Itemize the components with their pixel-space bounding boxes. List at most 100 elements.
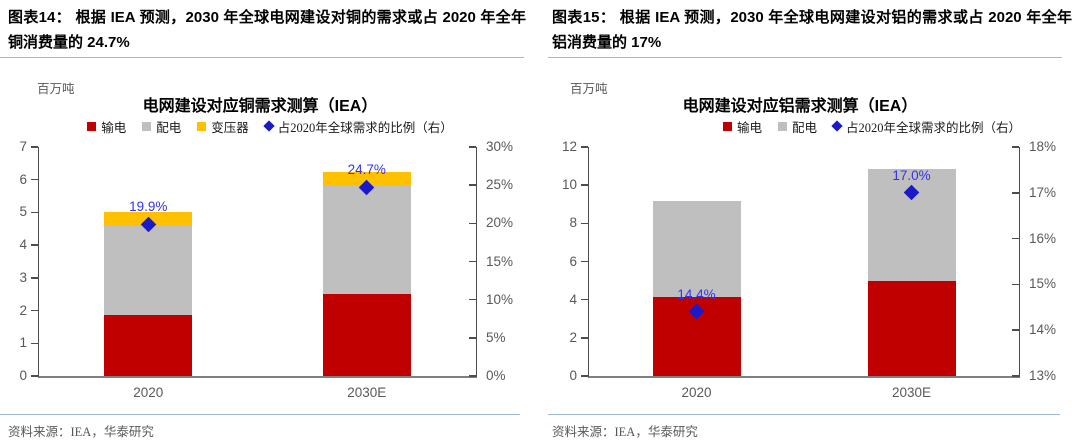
left-axis-tick	[30, 277, 38, 279]
legend-label: 输电	[736, 120, 762, 135]
legend-item: 占2020年全球需求的比例（右）	[831, 117, 1022, 136]
category-label: 2020	[133, 385, 164, 400]
left-axis-tick	[30, 244, 38, 246]
left-axis-tick-label: 5	[19, 204, 27, 220]
right-axis-tick-label: 5%	[486, 329, 506, 345]
caption-divider	[548, 57, 1062, 59]
left-axis-tick-label: 12	[561, 139, 577, 154]
square-legend-marker	[722, 121, 732, 131]
scatter-point-label: 17.0%	[892, 167, 931, 183]
left-axis-tick-label: 0	[569, 368, 577, 383]
left-axis-tick	[580, 337, 588, 339]
right-axis-tick	[469, 337, 476, 339]
square-legend-marker	[777, 121, 787, 131]
left-axis-tick-label: 4	[569, 291, 577, 307]
left-axis-tick	[580, 222, 588, 225]
right-axis-tick-label: 16%	[1029, 230, 1057, 246]
square-legend-marker	[197, 121, 207, 131]
source-divider	[548, 414, 1060, 416]
chart-title: 电网建设对应铝需求测算（IEA）	[682, 98, 918, 115]
bar-segment	[867, 280, 956, 376]
right-axis-tick	[469, 260, 476, 263]
left-axis-tick	[30, 309, 38, 312]
legend-item: 占2020年全球需求的比例（右）	[263, 117, 453, 136]
left-axis-tick	[30, 375, 38, 377]
right-axis-tick-label: 10%	[486, 291, 514, 307]
right-axis-tick-label: 20%	[486, 215, 514, 231]
scatter-point-label: 19.9%	[129, 199, 168, 215]
left-axis-tick	[580, 298, 588, 301]
legend-item: 变压器	[197, 117, 249, 136]
left-axis-tick	[580, 146, 588, 148]
right-axis-tick-label: 25%	[486, 177, 514, 193]
source-note: 资料来源：IEA，华泰研究	[8, 425, 154, 439]
caption-divider	[0, 57, 524, 59]
right-axis-tick-label: 30%	[486, 139, 514, 154]
source-note: 资料来源：IEA，华泰研究	[552, 425, 698, 439]
legend-item: 输电	[87, 117, 126, 136]
left-axis-tick-label: 10	[561, 177, 577, 193]
chart-title: 电网建设对应铜需求测算（IEA）	[142, 98, 378, 115]
legend-item: 输电	[722, 117, 762, 136]
right-axis-tick-label: 17%	[1029, 184, 1057, 200]
legend-label: 变压器	[211, 120, 249, 135]
legend-label: 配电	[156, 120, 182, 135]
right-axis-tick	[1012, 237, 1019, 240]
square-legend-marker	[87, 121, 97, 131]
category-label: 2030E	[347, 385, 387, 400]
left-axis-tick	[580, 375, 588, 377]
figure-caption: 图表15： 根据 IEA 预测，2030 年全球电网建设对铝的需求或占 2020…	[552, 9, 1072, 51]
right-axis-tick	[469, 184, 476, 186]
scatter-point-label: 24.7%	[347, 162, 386, 178]
category-label: 2030E	[891, 385, 932, 400]
axis-unit-label: 百万吨	[570, 82, 608, 96]
left-axis-tick-label: 3	[19, 269, 27, 285]
left-axis-tick	[580, 260, 588, 263]
scatter-point-label: 14.4%	[677, 286, 716, 302]
left-axis-tick-label: 1	[19, 335, 27, 351]
right-axis-tick-label: 0%	[486, 368, 506, 383]
plot-area: 0 2 4 6 8 10 12 13% 14% 15% 16% 17% 18% 2020 14.4% 2030…	[562, 139, 1056, 400]
right-axis-tick	[1012, 146, 1019, 148]
left-axis-tick-label: 0	[19, 368, 27, 383]
left-axis-tick	[30, 178, 38, 181]
bar-segment	[322, 186, 411, 295]
plot-area: 0 1 2 3 4 5 6 7 0% 5% 10% 15% 20% 25% 30% 2020 19.9% 2030…	[19, 139, 513, 400]
square-legend-marker	[142, 121, 152, 131]
figure-panel-copper: 图表14： 根据 IEA 预测，2030 年全球电网建设对铜的需求或占 2020…	[0, 9, 540, 439]
right-axis-tick	[1012, 375, 1019, 377]
bar-segment	[104, 315, 193, 376]
figure-panel-aluminum: 图表15： 根据 IEA 预测，2030 年全球电网建设对铝的需求或占 2020…	[540, 0, 1080, 440]
left-axis-tick	[580, 184, 588, 186]
bar-segment	[104, 225, 193, 316]
right-axis-tick	[469, 375, 476, 377]
right-axis-tick	[1012, 192, 1019, 194]
chart-legend: 输电 配电 占2020年全球需求的比例（右）	[602, 117, 1080, 136]
bar-segment	[652, 201, 741, 297]
legend-label: 占2020年全球需求的比例（右）	[846, 120, 1022, 135]
left-axis-tick-label: 6	[19, 171, 27, 187]
left-axis-tick	[30, 146, 38, 148]
diamond-legend-marker	[831, 120, 843, 132]
axis-unit-label: 百万吨	[37, 82, 75, 96]
source-divider	[0, 414, 520, 416]
bar-segment	[322, 294, 411, 376]
figure-caption: 图表14： 根据 IEA 预测，2030 年全球电网建设对铜的需求或占 2020…	[8, 9, 526, 51]
chart-legend: 输电 配电 变压器 占2020年全球需求的比例（右）	[0, 117, 540, 136]
right-axis-tick	[1012, 329, 1019, 331]
legend-item: 配电	[777, 117, 817, 136]
legend-label: 配电	[791, 120, 817, 135]
right-axis-tick	[469, 146, 476, 148]
left-axis-tick-label: 4	[19, 237, 27, 253]
right-axis-tick-label: 18%	[1029, 139, 1057, 154]
left-axis-tick-label: 7	[19, 139, 27, 154]
right-axis-tick-label: 14%	[1029, 322, 1057, 338]
right-axis-tick	[469, 222, 476, 225]
bar-segment	[322, 171, 411, 187]
right-axis-tick	[469, 298, 476, 301]
category-label: 2020	[681, 385, 712, 400]
left-axis-tick	[30, 342, 38, 345]
left-axis-tick-label: 2	[19, 302, 27, 318]
legend-label: 占2020年全球需求的比例（右）	[277, 120, 453, 135]
